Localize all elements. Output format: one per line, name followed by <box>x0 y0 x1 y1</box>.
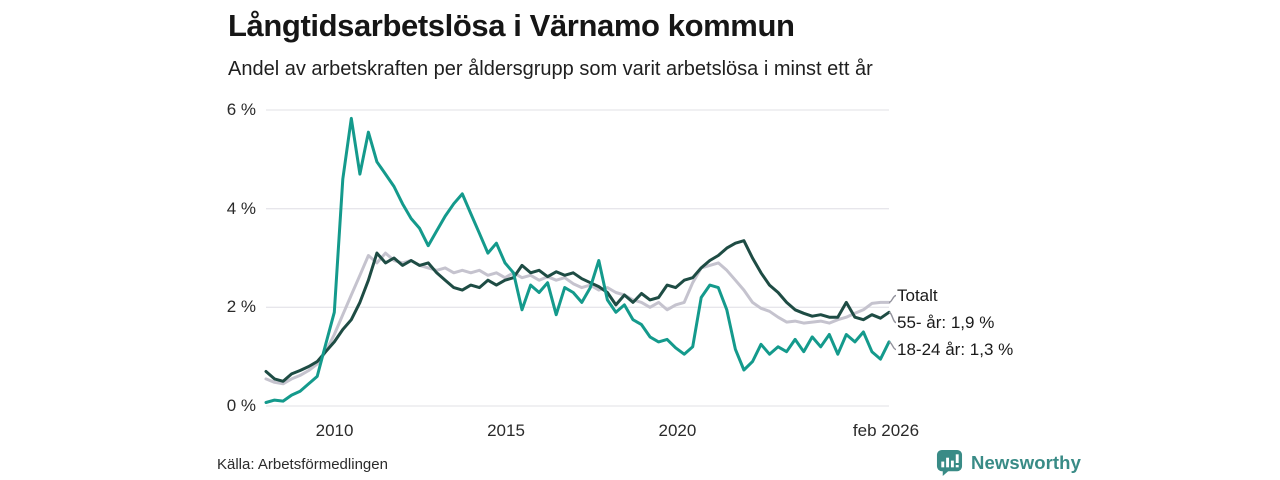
legend-label-totalt: Totalt <box>897 286 938 305</box>
y-axis-tick-label: 6 % <box>226 100 256 119</box>
newsworthy-wordmark: Newsworthy <box>971 452 1081 473</box>
legend-connector <box>888 294 897 304</box>
legend-connector <box>888 341 897 351</box>
source-note: Källa: Arbetsförmedlingen <box>217 456 388 473</box>
legend-connector <box>888 311 897 324</box>
x-axis-tick-label: 2015 <box>487 421 525 440</box>
legend-label-18-24-ar: 18-24 år: 1,3 % <box>897 340 1014 359</box>
series-line-18-24-år <box>264 116 891 404</box>
newsworthy-logo[interactable]: Newsworthy <box>936 449 1081 477</box>
x-axis-tick-label: 2020 <box>658 421 697 440</box>
page-subtitle: Andel av arbetskraften per åldersgrupp s… <box>228 58 873 80</box>
newsworthy-bubble-chart-icon <box>936 449 963 477</box>
x-axis-tick-label: feb 2026 <box>852 421 920 440</box>
y-axis-tick-label: 0 % <box>226 396 256 415</box>
y-axis-tick-label: 4 % <box>226 198 256 218</box>
legend-label-55-ar: 55- år: 1,9 % <box>897 313 995 332</box>
page-title: Långtidsarbetslösa i Värnamo kommun <box>228 8 795 43</box>
series-line-totalt <box>264 251 891 386</box>
series-line-55-år <box>264 239 891 383</box>
x-axis-tick-label: 2010 <box>315 421 354 440</box>
y-axis-tick-label: 2 % <box>226 297 256 317</box>
